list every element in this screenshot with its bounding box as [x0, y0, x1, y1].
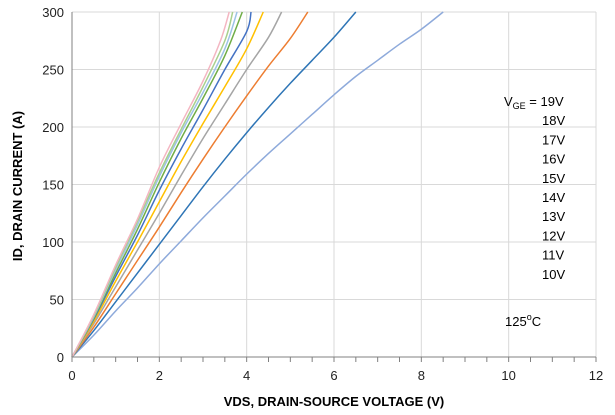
y-tick-label: 200 [42, 120, 64, 135]
axes [71, 12, 597, 362]
y-tick-label: 300 [42, 5, 64, 20]
legend-header: VGE = 19V [504, 94, 564, 111]
x-axis-title: VDS, DRAIN-SOURCE VOLTAGE (V) [224, 394, 445, 409]
series-line-19v [71, 11, 230, 358]
x-tick-label: 4 [243, 368, 250, 383]
legend-entry-8: 11V [542, 248, 564, 263]
temperature-value: 125 [505, 314, 527, 329]
temperature-unit: C [532, 314, 541, 329]
legend-prefix-eq: = [526, 94, 541, 109]
series-line-11v [71, 11, 357, 358]
series-lines [71, 11, 444, 358]
y-tick-label: 0 [57, 350, 64, 365]
x-tick-label: 6 [330, 368, 337, 383]
legend-entry-5: 14V [542, 190, 565, 205]
legend-prefix-v: V [504, 94, 513, 109]
temperature-degree: o [527, 312, 532, 322]
series-line-16v [71, 11, 243, 358]
y-tick-label: 100 [42, 235, 64, 250]
legend-entry-6: 13V [542, 209, 565, 224]
legend-entry-2: 17V [542, 132, 565, 147]
series-line-15v [71, 11, 252, 358]
series-line-12v [71, 11, 309, 358]
legend-entry-7: 12V [542, 228, 565, 243]
y-axis-title: ID, DRAIN CURRENT (A) [10, 111, 25, 261]
temperature-label: 125oC [505, 312, 541, 329]
series-line-13v [71, 11, 283, 358]
legend-entry-3: 16V [542, 152, 565, 167]
x-tick-label: 0 [68, 368, 75, 383]
x-tick-label: 2 [156, 368, 163, 383]
y-tick-label: 150 [42, 178, 64, 193]
legend-entry-4: 15V [542, 171, 565, 186]
legend-prefix-sub: GE [513, 101, 526, 111]
legend-entry-1: 18V [542, 113, 565, 128]
legend-entry-0: 19V [541, 94, 564, 109]
y-tick-label: 50 [50, 293, 64, 308]
series-line-10v [71, 11, 444, 358]
x-tick-label: 12 [589, 368, 603, 383]
legend: VGE = 19V 18V 17V 16V 15V 14V 13V 12V 11V 10V [504, 94, 565, 282]
legend-entry-9: 10V [542, 267, 565, 282]
grid [72, 11, 597, 357]
x-tick-label: 8 [418, 368, 425, 383]
tick-labels: 0 50 100 150 200 250 300 0 2 4 6 8 10 12 [42, 5, 603, 383]
series-line-14v [71, 11, 264, 358]
y-tick-label: 250 [42, 63, 64, 78]
x-tick-label: 10 [501, 368, 515, 383]
